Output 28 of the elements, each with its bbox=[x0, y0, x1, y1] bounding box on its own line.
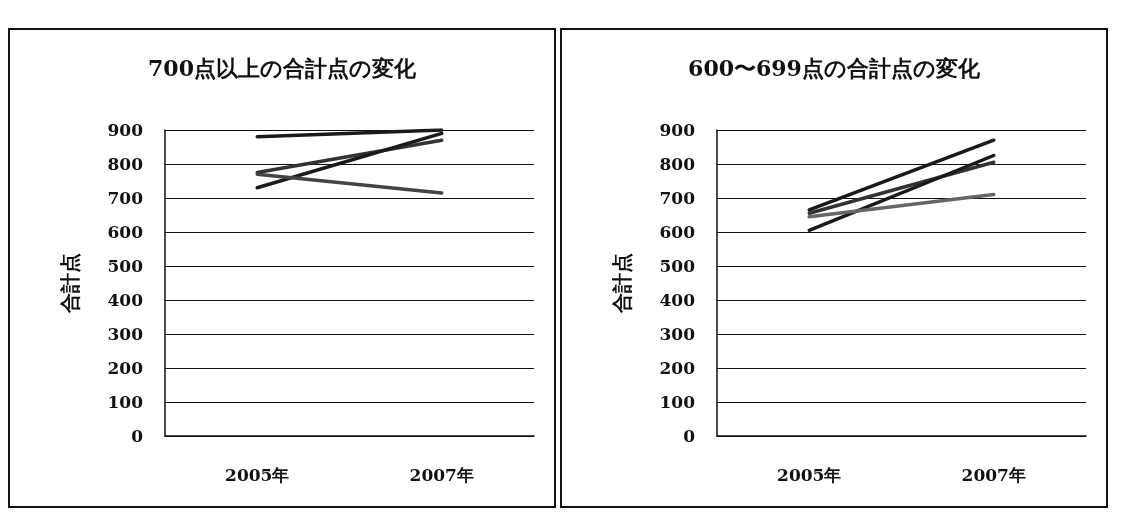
y-tick-label: 600 bbox=[107, 222, 144, 242]
y-tick-label: 800 bbox=[107, 154, 144, 174]
y-tick-label: 200 bbox=[659, 358, 696, 378]
x-tick-label: 2007年 bbox=[409, 464, 474, 485]
y-tick-label: 300 bbox=[107, 324, 144, 344]
y-tick-label: 200 bbox=[107, 358, 144, 378]
x-tick-label: 2005年 bbox=[777, 464, 842, 485]
y-tick-label: 900 bbox=[107, 120, 144, 140]
x-tick-label: 2007年 bbox=[961, 464, 1026, 485]
y-tick-label: 400 bbox=[659, 290, 696, 310]
chart-title: 700点以上の合計点の変化 bbox=[148, 55, 417, 81]
y-tick-label: 500 bbox=[107, 256, 144, 276]
y-tick-label: 700 bbox=[659, 188, 696, 208]
y-tick-label: 600 bbox=[659, 222, 696, 242]
y-tick-label: 800 bbox=[659, 154, 696, 174]
y-tick-label: 400 bbox=[107, 290, 144, 310]
y-tick-label: 300 bbox=[659, 324, 696, 344]
y-tick-label: 100 bbox=[107, 392, 144, 412]
y-tick-label: 100 bbox=[659, 392, 696, 412]
y-tick-label: 700 bbox=[107, 188, 144, 208]
y-tick-label: 500 bbox=[659, 256, 696, 276]
y-tick-label: 0 bbox=[131, 426, 144, 446]
x-tick-label: 2005年 bbox=[225, 464, 290, 485]
y-tick-label: 900 bbox=[659, 120, 696, 140]
y-tick-label: 0 bbox=[683, 426, 696, 446]
y-axis-title: 合計点 bbox=[610, 253, 634, 314]
chart-title: 600〜699点の合計点の変化 bbox=[688, 55, 981, 81]
y-axis-title: 合計点 bbox=[58, 253, 82, 314]
